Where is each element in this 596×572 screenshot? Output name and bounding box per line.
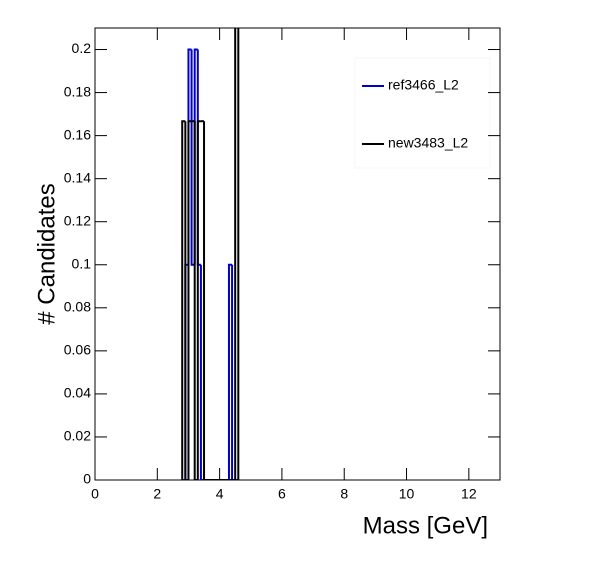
x-tick-label: 12 bbox=[461, 486, 477, 502]
x-tick-label: 8 bbox=[340, 486, 348, 502]
histogram-step bbox=[234, 28, 240, 480]
plot-frame bbox=[94, 27, 501, 481]
histogram-step bbox=[184, 121, 189, 480]
x-tick-label: 6 bbox=[278, 486, 286, 502]
legend-label: ref3466_L2 bbox=[388, 77, 459, 93]
y-tick-label: 0.12 bbox=[64, 212, 91, 228]
y-tick-label: 0.18 bbox=[64, 83, 91, 99]
histogram-step bbox=[196, 120, 201, 480]
legend-box bbox=[354, 57, 491, 169]
y-tick-label: 0.14 bbox=[64, 169, 91, 185]
y-tick-label: 0 bbox=[83, 471, 91, 487]
legend-label: new3483_L2 bbox=[388, 135, 468, 151]
y-tick-label: 0.06 bbox=[64, 342, 91, 358]
y-tick-label: 0.2 bbox=[72, 40, 92, 56]
x-tick-label: 10 bbox=[399, 486, 415, 502]
x-tick-label: 2 bbox=[153, 486, 161, 502]
histogram-step bbox=[193, 121, 198, 480]
y-tick-label: 0.02 bbox=[64, 428, 91, 444]
histograms bbox=[181, 28, 240, 480]
y-tick-label: 0.08 bbox=[64, 299, 91, 315]
x-tick-label: 4 bbox=[216, 486, 224, 502]
histogram-step bbox=[199, 264, 205, 480]
histogram-step bbox=[181, 120, 186, 480]
histogram-step bbox=[187, 120, 192, 480]
y-tick-label: 0.16 bbox=[64, 126, 91, 142]
histogram-step bbox=[203, 121, 208, 480]
histogram-step bbox=[227, 263, 233, 480]
histogram-step bbox=[231, 264, 236, 480]
y-tick-label: 0.1 bbox=[72, 255, 92, 271]
x-axis-title: Mass [GeV] bbox=[363, 512, 488, 539]
y-axis-title: # Candidates bbox=[33, 183, 60, 324]
x-tick-label: 0 bbox=[91, 486, 99, 502]
y-tick-label: 0.04 bbox=[64, 385, 91, 401]
